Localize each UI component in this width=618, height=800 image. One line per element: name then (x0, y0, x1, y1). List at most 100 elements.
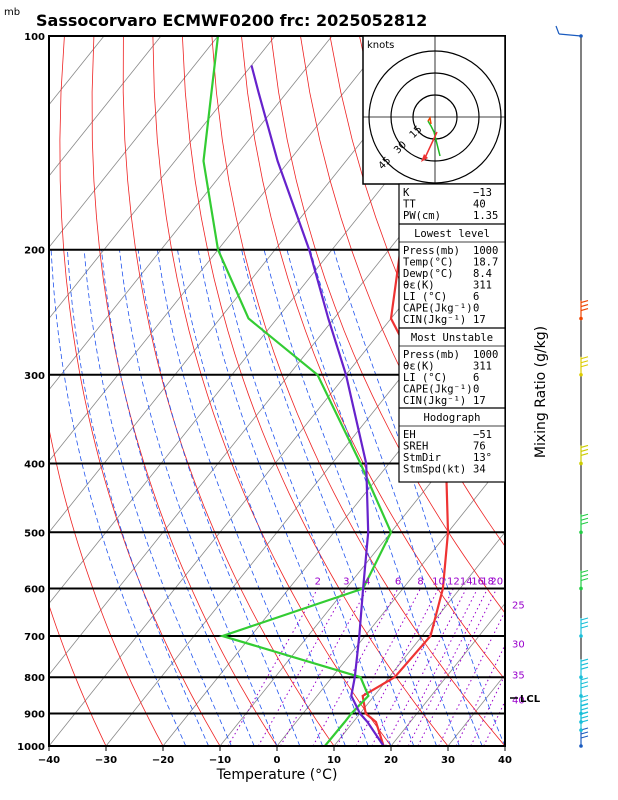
lowest-level-row-label: Dewp(°C) (403, 268, 454, 280)
most-unstable-row-label: LI (°C) (403, 372, 447, 384)
mixing-ratio-axis-label: Mixing Ratio (g/kg) (533, 326, 549, 458)
mixing-ratio-line (280, 588, 368, 746)
most-unstable-row-value: 311 (473, 361, 492, 373)
index-label: PW(cm) (403, 210, 441, 222)
isotherm-line (49, 36, 276, 320)
hodograph-frame (362, 35, 506, 185)
index-value: 40 (473, 199, 486, 211)
moist-adiabat-line (137, 249, 301, 746)
pressure-unit-label: mb (4, 7, 20, 18)
most-unstable-row-label: θε(K) (403, 361, 435, 373)
moist-adiabat-line (263, 249, 437, 746)
most-unstable-heading: Most Unstable (411, 332, 493, 344)
wind-barb (555, 25, 582, 37)
mixing-ratio-line (470, 673, 505, 746)
mixing-ratio-label: 14 (460, 577, 473, 588)
y-tick-label: 300 (24, 371, 45, 382)
mixing-ratio-label: 10 (432, 577, 445, 588)
moist-adiabat-line (241, 249, 415, 746)
mixing-ratio-label: 35 (512, 670, 525, 681)
isotherm-line (49, 36, 333, 391)
isotherm-line (333, 531, 505, 746)
isotherm-line (49, 175, 505, 746)
most-unstable-row-value: 0 (473, 384, 479, 396)
isotherm-line (49, 36, 390, 462)
isotherm-line (49, 36, 447, 533)
x-tick-label: 10 (327, 755, 341, 766)
hodograph-trace (427, 116, 432, 125)
storm-motion-vector (423, 131, 438, 161)
wind-barb (580, 513, 589, 533)
x-tick-label: 0 (274, 755, 281, 766)
dry-adiabat-line (59, 36, 221, 746)
isotherm-line (105, 246, 505, 746)
x-tick-label: −30 (95, 755, 117, 766)
mixing-ratio-line (407, 588, 489, 746)
lowest-level-row-value: 0 (473, 303, 479, 315)
most-unstable-row-value: 6 (473, 372, 479, 384)
isotherm-line (276, 460, 505, 746)
mixing-ratio-label: 30 (512, 640, 525, 651)
moist-adiabat-line (83, 249, 232, 746)
moist-adiabat-line (157, 249, 323, 746)
mixing-ratio-label: 25 (512, 601, 525, 612)
index-value: −13 (473, 187, 492, 199)
lowest-level-row-label: CAPE(Jkg⁻¹) (403, 303, 473, 315)
chart-title: Sassocorvaro ECMWF0200 frc: 2025052812 (36, 11, 427, 30)
lowest-level-row-value: 8.4 (473, 268, 492, 280)
hodograph-panel-row-value: 76 (473, 441, 486, 453)
y-tick-label: 900 (24, 710, 45, 721)
lowest-level-row-value: 18.7 (473, 257, 498, 269)
mixing-ratio-label: 4 (364, 577, 370, 588)
x-axis-ticks: −40 −30 −20 −10 0 10 20 30 40 (38, 746, 512, 766)
x-tick-label: 30 (441, 755, 455, 766)
hodograph-panel-heading: Hodograph (424, 412, 481, 424)
moist-adiabat-line (101, 249, 255, 746)
hodograph-panel-row-value: 34 (473, 464, 486, 476)
y-tick-label: 1000 (17, 742, 45, 753)
isotherm-line (49, 36, 162, 177)
isotherm-line (49, 36, 105, 106)
mixing-ratio-line (336, 588, 421, 746)
wind-barb (580, 444, 589, 464)
moist-adiabat-line (119, 249, 278, 746)
most-unstable-row-label: CIN(Jkg⁻¹) (403, 395, 466, 407)
mixing-ratio-label: 20 (490, 577, 503, 588)
wind-barb (580, 658, 589, 678)
most-unstable-row-value: 17 (473, 395, 486, 407)
isotherm-line (49, 36, 219, 248)
lowest-level-row-label: θε(K) (403, 280, 435, 292)
dry-adiabat-line (49, 604, 107, 746)
parcel-line (250, 65, 385, 746)
lowest-level-row-label: LI (°C) (403, 291, 447, 303)
y-axis-ticks: 100 200 300 400 500 600 700 800 900 1000 (17, 32, 45, 753)
y-tick-label: 400 (24, 459, 45, 470)
dry-adiabat-line (566, 36, 618, 746)
hodograph-unit-label: knots (367, 40, 394, 51)
x-axis-label: Temperature (°C) (216, 767, 338, 783)
most-unstable-row-label: CAPE(Jkg⁻¹) (403, 384, 473, 396)
mixing-ratio-label: 3 (343, 577, 349, 588)
hodograph-panel-row-label: EH (403, 429, 416, 441)
dry-adiabat-line (211, 36, 505, 746)
mixing-ratio-label: 40 (512, 695, 525, 706)
mixing-ratio-line (257, 588, 347, 746)
moist-adiabat-line (219, 249, 392, 746)
lowest-level-row-value: 1000 (473, 245, 498, 257)
background-lines (49, 36, 618, 746)
lowest-level-row-label: Temp(°C) (403, 257, 454, 269)
x-tick-label: −10 (209, 755, 231, 766)
mixing-ratio-label: 18 (481, 577, 494, 588)
dry-adiabat-line (122, 36, 335, 746)
lowest-level-row-label: Press(mb) (403, 245, 460, 257)
y-tick-label: 600 (24, 584, 45, 595)
storm-motion-arrowhead (421, 154, 428, 162)
hodograph-panel-row-value: 13° (473, 452, 492, 464)
wind-barb (580, 569, 589, 589)
y-tick-label: 700 (24, 632, 45, 643)
indices-frame (398, 183, 506, 483)
lowest-level-row-value: 6 (473, 291, 479, 303)
